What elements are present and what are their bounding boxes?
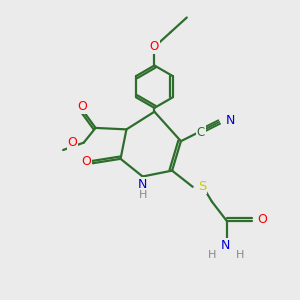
Text: O: O bbox=[77, 100, 87, 113]
Text: S: S bbox=[198, 180, 206, 193]
Text: O: O bbox=[81, 155, 91, 168]
Text: H: H bbox=[139, 190, 147, 200]
Text: N: N bbox=[138, 178, 147, 191]
Text: N: N bbox=[226, 114, 235, 127]
Text: N: N bbox=[220, 239, 230, 252]
Text: C: C bbox=[197, 126, 205, 139]
Text: H: H bbox=[208, 250, 216, 260]
Text: O: O bbox=[68, 136, 77, 149]
Text: O: O bbox=[257, 213, 267, 226]
Text: O: O bbox=[150, 40, 159, 53]
Text: H: H bbox=[236, 250, 244, 260]
